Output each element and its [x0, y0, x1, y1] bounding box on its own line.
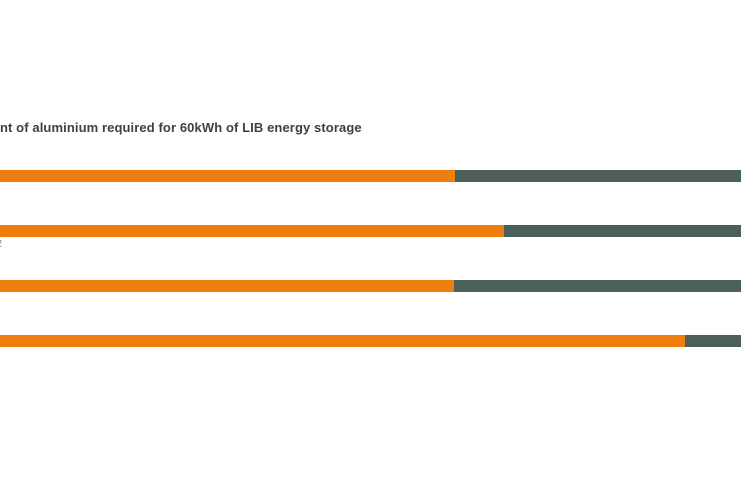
bar-segment-orange: [0, 225, 504, 237]
bar-segment-orange: [0, 335, 685, 347]
bar-row: [0, 335, 741, 347]
bar-row: [0, 225, 741, 237]
bar-segment-orange: [0, 170, 455, 182]
bar-row: [0, 280, 741, 292]
bar-segment-gray: [454, 280, 741, 292]
bar-segment-gray: [455, 170, 741, 182]
cropped-row-label: 2: [0, 238, 2, 251]
bar-segment-gray: [685, 335, 741, 347]
bar-segment-orange: [0, 280, 454, 292]
bar-row: [0, 170, 741, 182]
chart-title: nt of aluminium required for 60kWh of LI…: [0, 120, 362, 135]
bar-segment-gray: [504, 225, 741, 237]
